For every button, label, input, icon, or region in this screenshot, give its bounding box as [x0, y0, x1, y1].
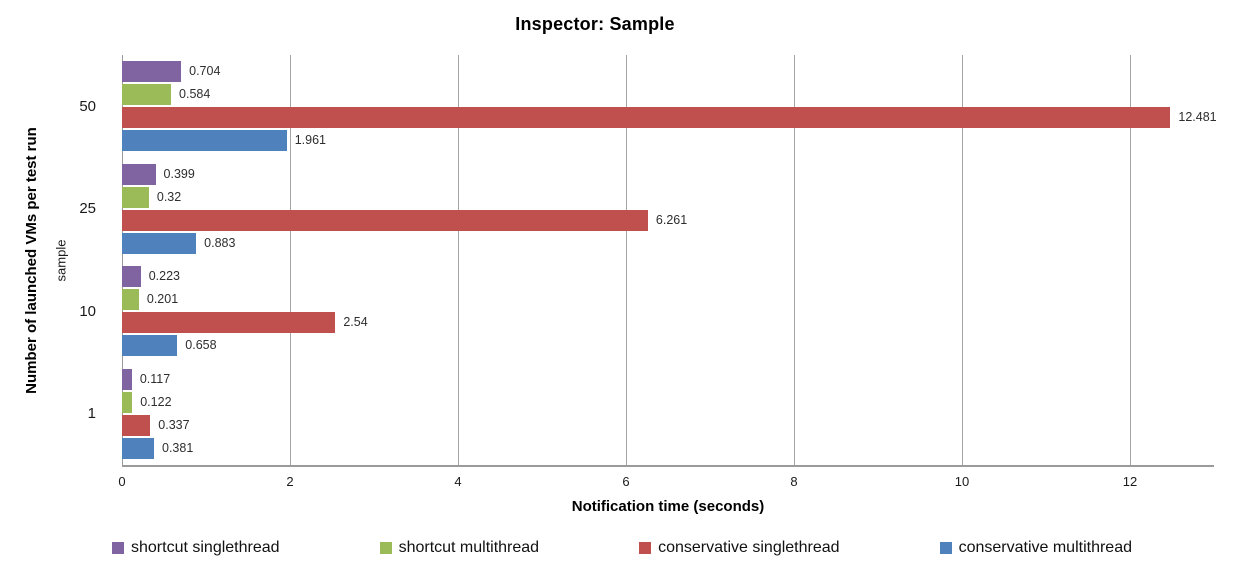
bar-value-label: 0.223 [148, 269, 180, 284]
category-label-1: 1 [87, 405, 96, 423]
category-label-10: 10 [79, 302, 96, 320]
x-tick-label-10: 10 [954, 474, 970, 489]
bar-shortcut-multithread-cat-25 [122, 186, 149, 208]
gridline-x-8 [794, 55, 795, 465]
bar-conservative-singlethread-cat-25 [122, 209, 648, 231]
bar-value-label: 2.54 [343, 315, 368, 330]
gridline-x-0 [122, 55, 123, 465]
gridline-x-6 [626, 55, 627, 465]
bar-value-label: 1.961 [294, 133, 326, 148]
bar-value-label: 0.122 [140, 394, 172, 409]
legend-label: shortcut multithread [398, 539, 540, 556]
x-tick-label-6: 6 [622, 474, 630, 489]
x-tick-label-12: 12 [1122, 474, 1138, 489]
legend-item-shortcut-singlethread: shortcut singlethread [112, 539, 280, 557]
bar-conservative-multithread-cat-50 [122, 130, 287, 152]
bar-value-label: 0.399 [163, 166, 195, 181]
gridline-x-4 [458, 55, 459, 465]
legend-marker-icon [112, 542, 124, 554]
gridline-x-10 [962, 55, 963, 465]
legend-marker-icon [939, 542, 952, 554]
bar-value-label: 0.117 [139, 371, 171, 386]
legend: shortcut singlethread shortcut multithrea… [112, 539, 1132, 557]
bar-shortcut-singlethread-cat-1 [122, 368, 132, 390]
legend-item-shortcut-multithread: shortcut multithread [379, 539, 540, 557]
gridline-x-12 [1130, 55, 1131, 465]
bar-conservative-singlethread-cat-10 [122, 312, 336, 334]
x-tick-label-8: 8 [790, 474, 798, 489]
bar-value-label: 0.201 [146, 292, 179, 307]
category-label-25: 25 [79, 200, 96, 218]
bar-value-label: 0.337 [158, 417, 190, 432]
bar-value-label: 0.658 [185, 338, 217, 353]
bar-value-label: 0.32 [156, 189, 182, 204]
legend-item-conservative-multithread: conservative multithread [939, 539, 1132, 557]
x-tick-label-0: 0 [118, 474, 126, 489]
bar-value-label: 12.481 [1178, 110, 1217, 125]
bar-shortcut-singlethread-cat-10 [122, 266, 141, 288]
bar-conservative-multithread-cat-10 [122, 335, 178, 357]
bar-conservative-singlethread-cat-1 [122, 414, 151, 436]
bar-shortcut-multithread-cat-10 [122, 289, 139, 311]
legend-marker-icon [639, 542, 652, 554]
bar-value-label: 0.704 [189, 64, 221, 79]
x-tick-label-2: 2 [286, 474, 294, 489]
x-axis-line [122, 465, 1214, 467]
bar-shortcut-singlethread-cat-25 [122, 163, 156, 185]
plot-area: 0.704 0.584 12.481 1.961 0.399 0.32 6.261 0.883… [122, 55, 1217, 465]
legend-label: conservative singlethread [658, 539, 840, 556]
bar-shortcut-multithread-cat-1 [122, 391, 133, 413]
gridline-x-2 [290, 55, 291, 465]
bar-value-label: 0.584 [179, 87, 211, 102]
legend-label: conservative multithread [958, 539, 1132, 556]
legend-label: shortcut singlethread [131, 539, 280, 556]
legend-item-conservative-singlethread: conservative singlethread [639, 539, 840, 557]
chart-title: Inspector: Sample [515, 14, 675, 34]
bar-shortcut-singlethread-cat-50 [122, 61, 182, 83]
category-label-50: 50 [79, 97, 96, 115]
bar-value-label: 0.381 [162, 440, 194, 455]
bar-conservative-multithread-cat-1 [122, 437, 154, 459]
bar-conservative-singlethread-cat-50 [122, 107, 1171, 129]
bar-conservative-multithread-cat-25 [122, 232, 197, 254]
x-axis-title: Notification time (seconds) [571, 498, 765, 515]
legend-marker-icon [379, 542, 392, 554]
bar-value-label: 0.883 [204, 235, 236, 250]
bar-shortcut-multithread-cat-50 [122, 84, 172, 106]
bar-value-label: 6.261 [655, 212, 688, 227]
x-tick-label-4: 4 [454, 474, 462, 489]
